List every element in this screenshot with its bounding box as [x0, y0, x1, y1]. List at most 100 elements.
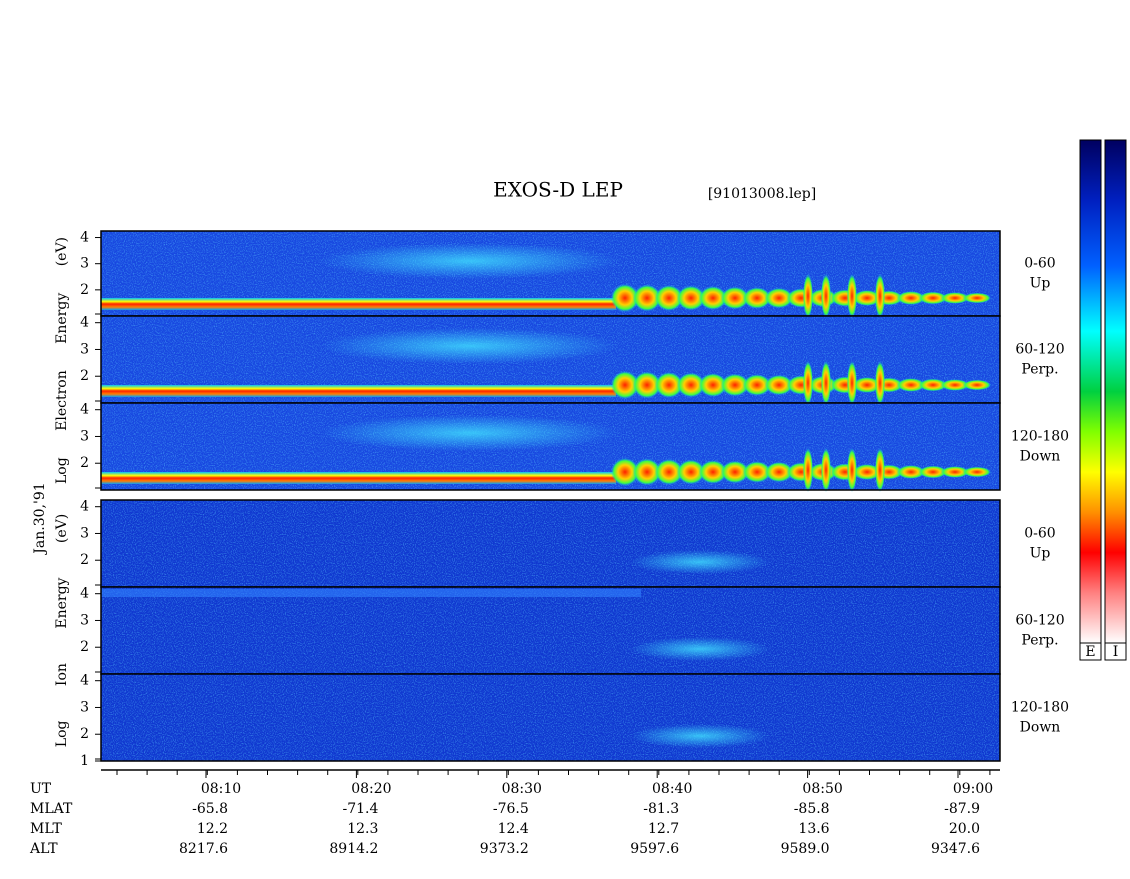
- time-value: -81.3: [643, 801, 679, 817]
- axis-label: Log Ion Energy (eV): [54, 514, 70, 747]
- emission: [875, 448, 885, 492]
- emission-band: [101, 472, 616, 484]
- y-tick-label: 2: [80, 726, 89, 742]
- emission: [853, 290, 881, 306]
- emission: [320, 328, 620, 364]
- emission: [611, 371, 639, 399]
- emission: [919, 291, 947, 305]
- axis-label: Log Electron Energy (eV): [54, 237, 70, 484]
- emission: [699, 460, 727, 484]
- emission: [803, 274, 813, 318]
- panel-label: Up: [1030, 546, 1051, 562]
- emission: [611, 458, 639, 486]
- y-tick-label: 3: [80, 341, 89, 357]
- y-tick-label: 2: [80, 282, 89, 298]
- emission-band: [101, 589, 641, 597]
- emission: [320, 243, 620, 279]
- time-value: 9347.6: [931, 841, 980, 857]
- emission: [963, 466, 991, 478]
- panel-label: 60-120: [1015, 342, 1064, 358]
- panel-label: Up: [1030, 276, 1051, 292]
- emission: [721, 373, 749, 397]
- emission: [677, 459, 705, 485]
- emission: [875, 274, 885, 318]
- emission: [630, 637, 770, 661]
- colorbar-box: [1079, 642, 1102, 661]
- emission: [743, 287, 771, 309]
- date: Jan.30,'91: [32, 482, 48, 555]
- emission: [743, 461, 771, 483]
- y-tick-label: 2: [80, 639, 89, 655]
- emission: [821, 448, 831, 492]
- emission: [765, 374, 793, 396]
- time-value: 9373.2: [480, 841, 529, 857]
- time-value: 08:40: [652, 781, 692, 797]
- time-value: -87.9: [944, 801, 980, 817]
- emission: [847, 448, 857, 492]
- colorbar: [1104, 139, 1127, 644]
- emission: [897, 378, 925, 392]
- emission: [699, 373, 727, 397]
- y-tick-label: 4: [80, 586, 89, 602]
- emission: [875, 361, 885, 405]
- panel-label: 120-180: [1011, 700, 1069, 716]
- panel-frame: [100, 402, 1001, 491]
- panel-label: Down: [1020, 449, 1061, 465]
- time-value: 09:00: [953, 781, 993, 797]
- emission: [847, 274, 857, 318]
- emission: [633, 284, 661, 312]
- emission: [963, 292, 991, 304]
- y-tick-label: 4: [80, 499, 89, 515]
- emission: [919, 465, 947, 479]
- panel-label: Perp.: [1021, 362, 1058, 378]
- emission: [941, 379, 969, 391]
- time-value: 08:10: [201, 781, 241, 797]
- panel-label: Down: [1020, 720, 1061, 736]
- noise: [101, 674, 1000, 761]
- y-tick-label: 3: [80, 699, 89, 715]
- row-name: MLT: [30, 821, 62, 837]
- colorbar-label: I: [1113, 644, 1119, 660]
- colorbar-box: [1104, 642, 1127, 661]
- emission: [611, 284, 639, 312]
- time-value: -85.8: [794, 801, 830, 817]
- emission: [803, 448, 813, 492]
- panel-label: 60-120: [1015, 613, 1064, 629]
- emission: [630, 724, 770, 748]
- y-tick-label: 3: [80, 525, 89, 541]
- emission: [941, 466, 969, 478]
- time-value: 8217.6: [179, 841, 228, 857]
- emission: [941, 292, 969, 304]
- emission: [655, 285, 683, 311]
- panel-label: 0-60: [1024, 256, 1055, 272]
- time-value: 08:20: [351, 781, 391, 797]
- emission-band: [101, 298, 616, 310]
- panel-label: 120-180: [1011, 429, 1069, 445]
- emission: [721, 286, 749, 310]
- emission: [655, 372, 683, 398]
- file-name: [91013008.lep]: [708, 186, 816, 202]
- y-tick-label: 4: [80, 402, 89, 418]
- row-name: MLAT: [30, 801, 73, 817]
- time-value: 08:50: [802, 781, 842, 797]
- time-value: 08:30: [502, 781, 542, 797]
- time-value: 12.2: [197, 821, 228, 837]
- time-value: -65.8: [192, 801, 228, 817]
- emission: [765, 287, 793, 309]
- y-tick-label: 2: [80, 552, 89, 568]
- emission: [743, 374, 771, 396]
- y-tick-label: 1: [80, 753, 89, 769]
- y-tick-label: 2: [80, 455, 89, 471]
- time-value: -71.4: [342, 801, 378, 817]
- time-value: 8914.2: [329, 841, 378, 857]
- emission: [320, 415, 620, 451]
- emission: [847, 361, 857, 405]
- emission: [655, 459, 683, 485]
- time-value: 12.4: [498, 821, 529, 837]
- panel-label: Perp.: [1021, 633, 1058, 649]
- time-value: 13.6: [798, 821, 829, 837]
- time-value: -76.5: [493, 801, 529, 817]
- time-value: 9597.6: [630, 841, 679, 857]
- y-tick-label: 4: [80, 673, 89, 689]
- emission: [633, 458, 661, 486]
